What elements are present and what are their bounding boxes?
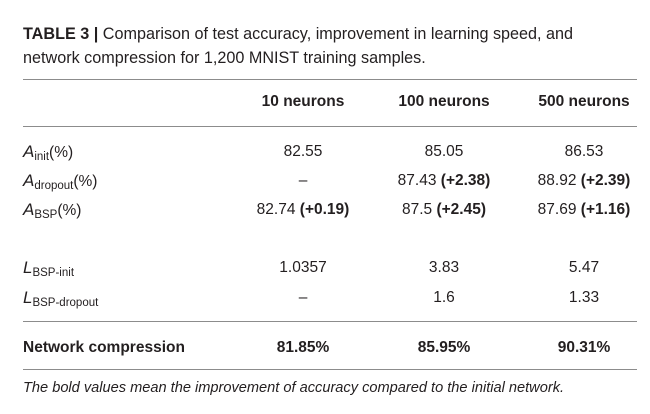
table-cell: 88.92 (+2.39): [537, 172, 631, 189]
table-cell: 5.47: [568, 259, 600, 276]
compression-rule: [23, 321, 637, 322]
table-cell: 82.74 (+0.19): [256, 201, 350, 218]
table-cell: 1.6: [433, 289, 455, 306]
row-label-a-dropout: Adropout(%): [23, 171, 98, 192]
table-cell: 1.0357: [279, 259, 327, 276]
table-cell: 87.69 (+1.16): [537, 201, 631, 218]
table-cell: –: [298, 172, 308, 189]
table-cell: 87.5 (+2.45): [401, 201, 487, 218]
row-label-a-bsp: ABSP(%): [23, 200, 82, 221]
header-rule: [23, 126, 637, 127]
table-cell: 87.43 (+2.38): [397, 172, 491, 189]
table-cell: 85.95%: [417, 339, 471, 356]
col-header-100-neurons: 100 neurons: [398, 93, 490, 110]
row-label-a-init: Ainit(%): [23, 142, 74, 163]
row-label-l-bsp-dropout: LBSP-dropout: [23, 288, 99, 309]
table-cell: –: [298, 289, 308, 306]
table-cell: 86.53: [564, 143, 604, 160]
table-cell: 3.83: [428, 259, 460, 276]
table-cell: 1.33: [568, 289, 600, 306]
table-caption: TABLE 3 | Comparison of test accuracy, i…: [23, 22, 633, 70]
table-footnote: The bold values mean the improvement of …: [23, 380, 565, 396]
col-header-500-neurons: 500 neurons: [538, 93, 630, 110]
col-header-10-neurons: 10 neurons: [261, 93, 345, 110]
caption-text: Comparison of test accuracy, improvement…: [23, 25, 574, 67]
table-cell: 81.85%: [276, 339, 330, 356]
top-rule: [23, 79, 637, 80]
row-label-network-compression: Network compression: [23, 339, 185, 356]
table-label: TABLE 3 |: [23, 25, 99, 43]
table-cell: 85.05: [424, 143, 464, 160]
row-label-l-bsp-init: LBSP-init: [23, 258, 75, 279]
table-cell: 82.55: [283, 143, 323, 160]
bottom-rule: [23, 369, 637, 370]
table-cell: 90.31%: [557, 339, 611, 356]
